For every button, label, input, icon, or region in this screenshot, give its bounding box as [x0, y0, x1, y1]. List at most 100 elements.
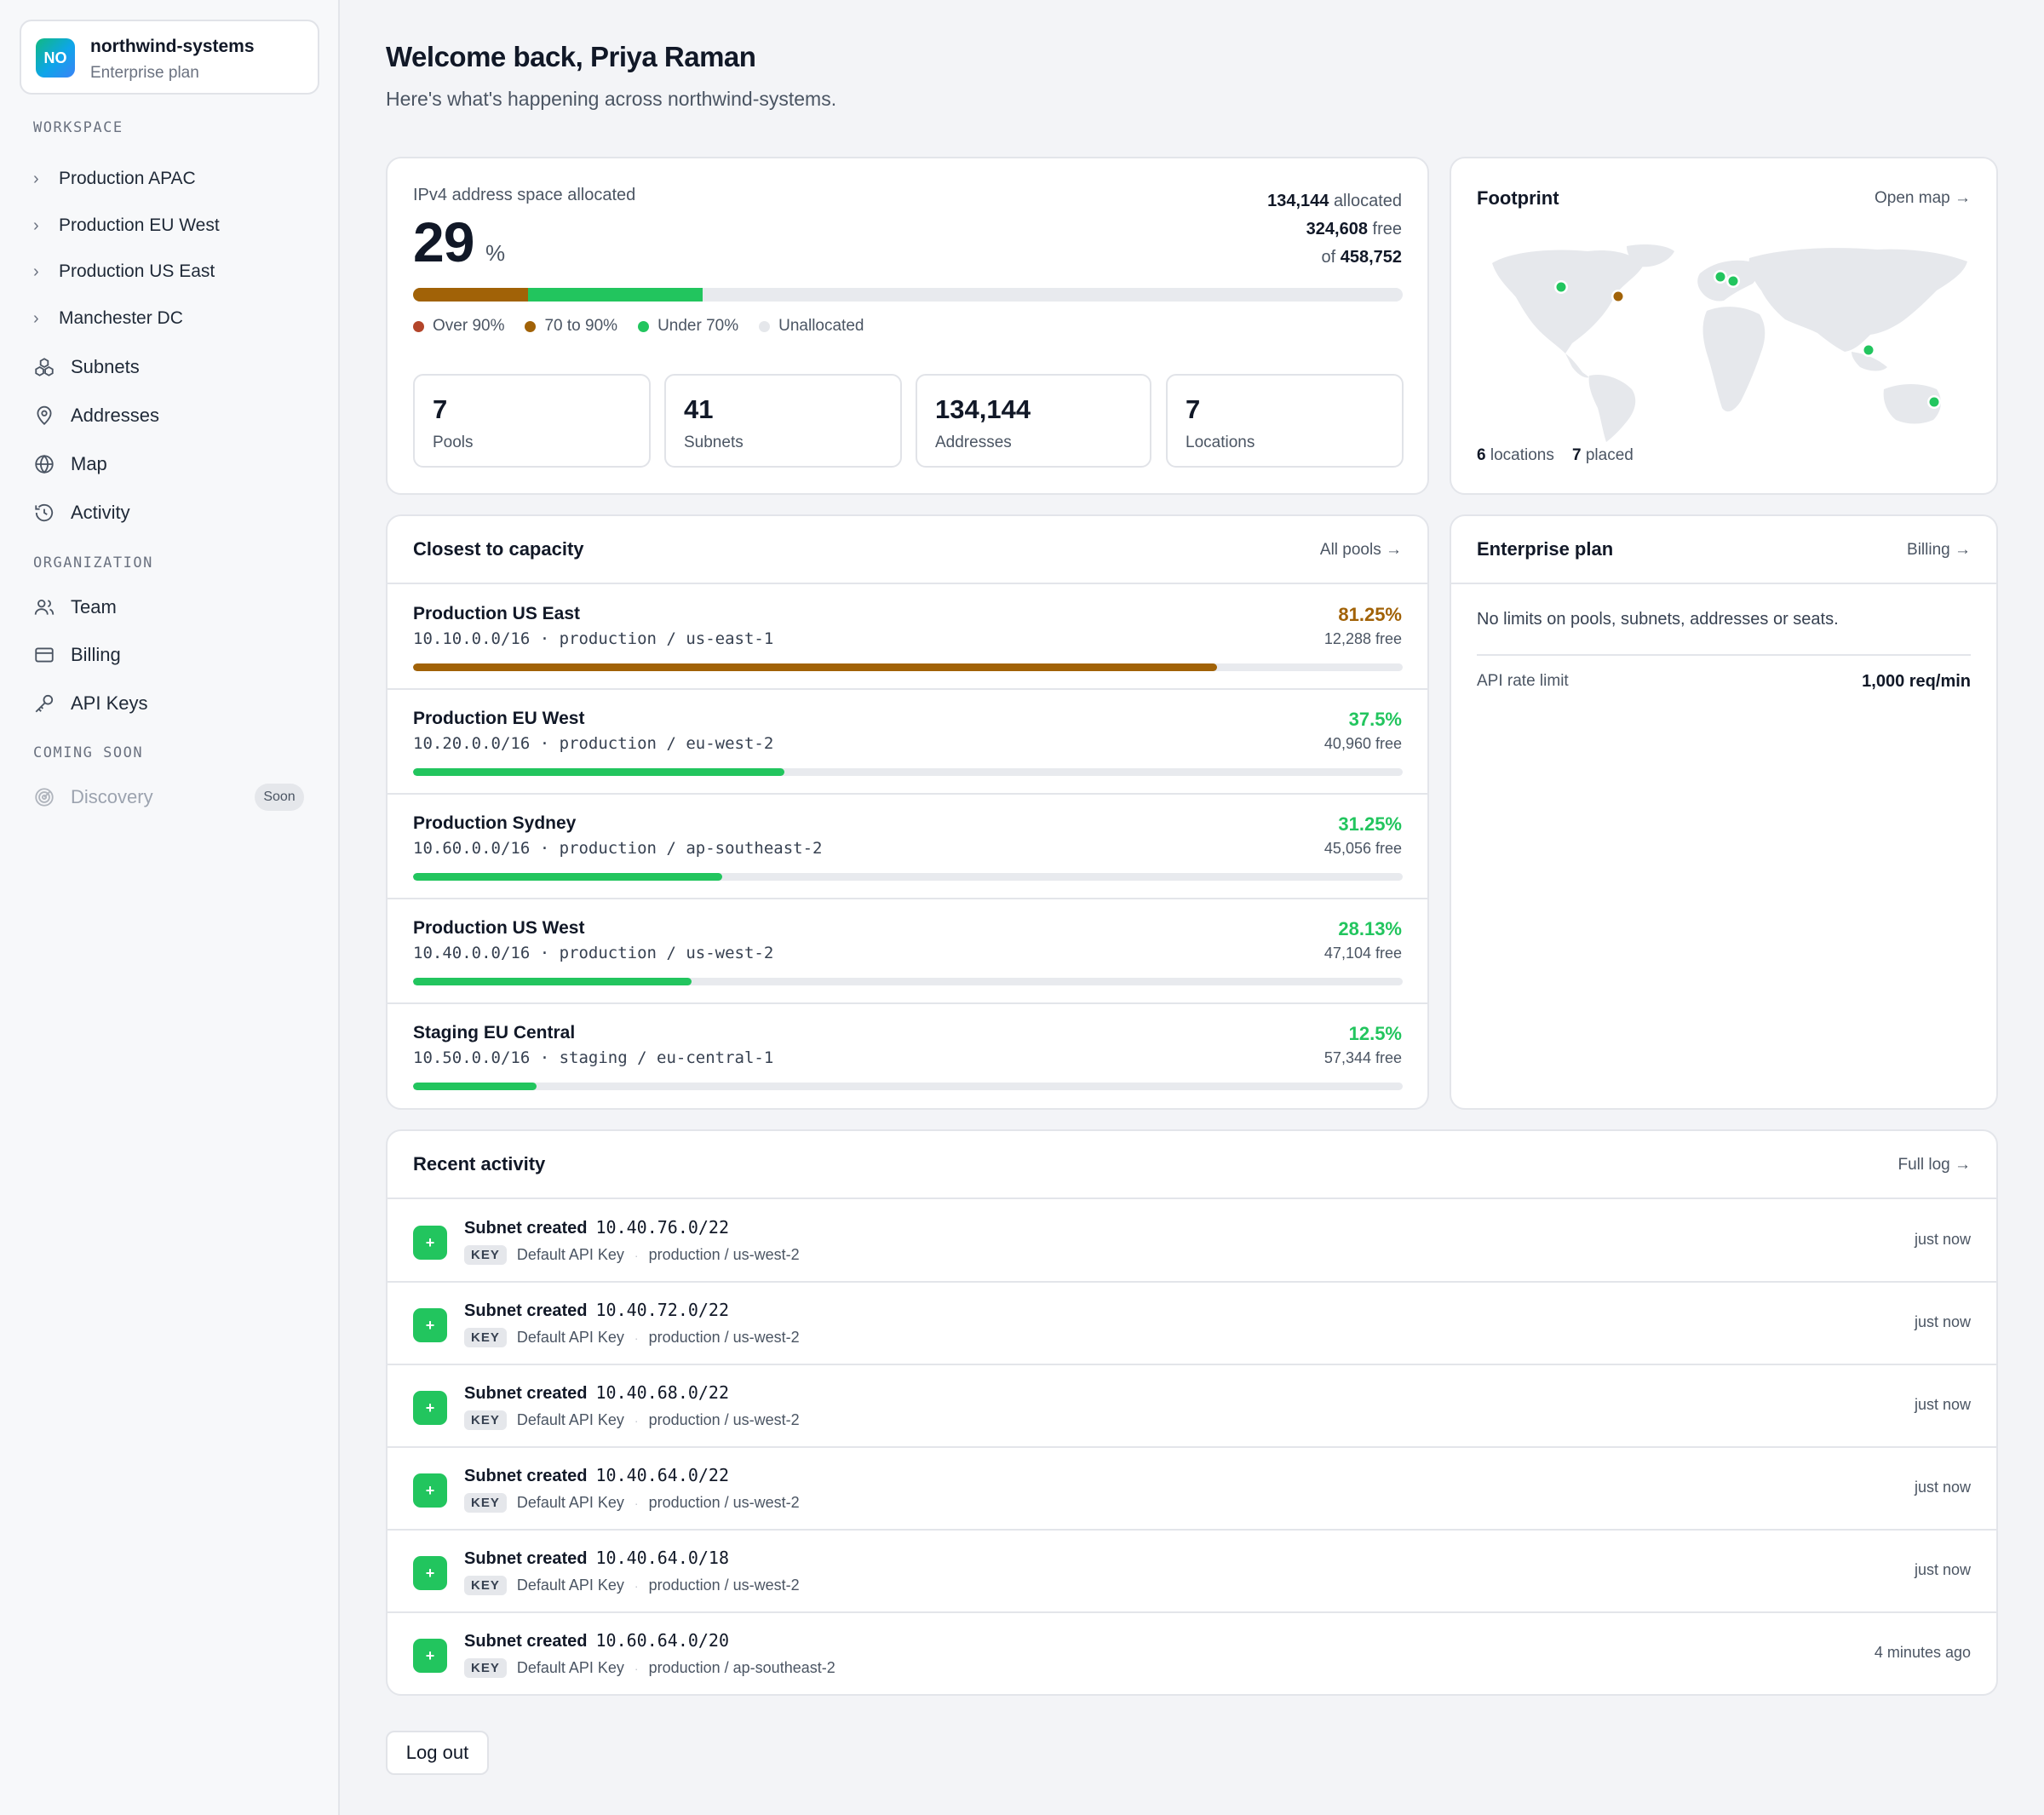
meta-separator: ·: [634, 1330, 639, 1345]
key-badge: KEY: [464, 1658, 507, 1678]
nav-activity[interactable]: Activity: [33, 494, 130, 531]
pool-utilization-bar: [413, 1083, 1403, 1090]
chevron-right-icon: ›: [33, 308, 39, 328]
nav-addresses[interactable]: Addresses: [33, 397, 159, 434]
activity-header: Recent activity Full log →: [388, 1131, 1996, 1199]
world-map[interactable]: [1477, 239, 1972, 444]
workspace-label: WORKSPACE: [33, 119, 123, 136]
credit-card-icon: [33, 644, 71, 666]
capacity-row[interactable]: Production US West 10.40.0.0/16 · product…: [388, 899, 1427, 1004]
stat-value: 7: [1186, 394, 1201, 424]
pool-utilization: 31.25%: [1338, 813, 1402, 835]
nav-label: Billing: [71, 644, 121, 665]
locations-label: locations: [1490, 446, 1554, 464]
workspace-item-label: Production US East: [59, 261, 215, 281]
map-africa: [1702, 307, 1766, 412]
activity-action: Subnet created: [464, 1219, 588, 1238]
allocated-suffix: allocated: [1333, 192, 1402, 210]
capacity-row[interactable]: Production EU West 10.20.0.0/16 · product…: [388, 690, 1427, 795]
plan-description: No limits on pools, subnets, addresses o…: [1477, 610, 1839, 629]
workspace-item-production-eu-west[interactable]: › Production EU West: [33, 209, 220, 243]
nav-api-keys[interactable]: API Keys: [33, 685, 147, 722]
nav-map[interactable]: Map: [33, 445, 107, 483]
capacity-row[interactable]: Production Sydney 10.60.0.0/16 · producti…: [388, 795, 1427, 899]
full-log-link[interactable]: Full log →: [1898, 1156, 1971, 1174]
map-marker[interactable]: [1556, 282, 1566, 292]
capacity-row[interactable]: Production US East 10.10.0.0/16 · product…: [388, 585, 1427, 690]
workspace-item-production-apac[interactable]: › Production APAC: [33, 162, 196, 196]
capacity-header: Closest to capacity All pools →: [388, 516, 1427, 584]
pool-name: Production EU West: [413, 709, 585, 728]
nav-team[interactable]: Team: [33, 589, 117, 626]
activity-row[interactable]: + Subnet created 10.40.68.0/22 KEY Default A…: [388, 1365, 1996, 1448]
pool-name: Staging EU Central: [413, 1023, 576, 1042]
billing-link[interactable]: Billing →: [1907, 541, 1971, 559]
stat-value: 41: [684, 394, 714, 424]
activity-meta: KEY Default API Key · production / us-west-…: [464, 1245, 800, 1265]
stat-subnets[interactable]: 41 Subnets: [664, 374, 902, 468]
nav-label: Map: [71, 453, 107, 474]
logout-button[interactable]: Log out: [386, 1731, 489, 1775]
capacity-row[interactable]: Staging EU Central 10.50.0.0/16 · staging…: [388, 1004, 1427, 1109]
meta-separator: ·: [634, 1661, 639, 1675]
legend-label: 70 to 90%: [544, 317, 618, 335]
pool-cidr: 10.10.0.0/16: [413, 629, 531, 648]
map-marker[interactable]: [1728, 276, 1738, 286]
workspace-item-production-us-east[interactable]: › Production US East: [33, 255, 215, 289]
pool-utilization-fill: [413, 978, 692, 985]
footprint-summary: 6 locations 7 placed: [1477, 446, 1633, 465]
map-north-america: [1492, 250, 1644, 353]
activity-row[interactable]: + Subnet created 10.40.72.0/22 KEY Default A…: [388, 1283, 1996, 1365]
map-marker[interactable]: [1715, 272, 1725, 282]
activity-scope: production / us-west-2: [648, 1494, 800, 1511]
nav-billing[interactable]: Billing: [33, 636, 121, 674]
pool-free: 57,344 free: [1323, 1049, 1402, 1066]
map-asia: [1748, 248, 1967, 352]
map-marker[interactable]: [1613, 291, 1623, 302]
plus-icon: +: [413, 1473, 447, 1508]
activity-cidr: 10.40.68.0/22: [595, 1382, 730, 1403]
activity-row[interactable]: + Subnet created 10.40.76.0/22 KEY Default A…: [388, 1200, 1996, 1283]
org-name: northwind-systems: [90, 37, 255, 56]
pool-cidr: 10.20.0.0/16: [413, 734, 531, 753]
pool-utilization-fill: [413, 1083, 537, 1090]
plus-icon: +: [413, 1556, 447, 1590]
plan-card: Enterprise plan Billing → No limits on p…: [1450, 514, 1998, 1110]
pool-utilization-fill: [413, 768, 784, 776]
org-switcher[interactable]: NO northwind-systems Enterprise plan: [20, 20, 319, 95]
pool-env: production / ap-southeast-2: [559, 839, 823, 858]
map-south-america: [1588, 374, 1636, 442]
activity-actor: Default API Key: [516, 1494, 624, 1511]
stat-locations[interactable]: 7 Locations: [1166, 374, 1404, 468]
activity-row[interactable]: + Subnet created 10.40.64.0/22 KEY Default A…: [388, 1448, 1996, 1531]
chevron-right-icon: ›: [33, 169, 39, 188]
activity-meta: KEY Default API Key · production / us-west-…: [464, 1576, 800, 1595]
activity-row[interactable]: + Subnet created 10.60.64.0/20 KEY Default A…: [388, 1613, 1996, 1696]
plus-icon: +: [413, 1226, 447, 1260]
plan-divider: [1477, 654, 1971, 656]
pool-env: staging / eu-central-1: [559, 1048, 774, 1067]
activity-card: Recent activity Full log → + Subnet creat…: [386, 1129, 1998, 1696]
soon-badge: Soon: [255, 784, 304, 811]
map-marker[interactable]: [1929, 397, 1939, 407]
open-map-link[interactable]: Open map →: [1875, 189, 1971, 207]
stat-pools[interactable]: 7 Pools: [413, 374, 651, 468]
stat-addresses[interactable]: 134,144 Addresses: [916, 374, 1151, 468]
workspace-item-label: Manchester DC: [59, 308, 183, 328]
world-map-svg: [1492, 244, 1967, 442]
legend-unallocated: Unallocated: [759, 317, 864, 336]
workspace-item-manchester-dc[interactable]: › Manchester DC: [33, 302, 183, 336]
activity-scope: production / ap-southeast-2: [648, 1659, 835, 1676]
meta-separator: ·: [634, 1496, 639, 1510]
map-marker[interactable]: [1863, 345, 1874, 355]
all-pools-link[interactable]: All pools →: [1319, 541, 1402, 559]
activity-actor: Default API Key: [516, 1411, 624, 1428]
workspace-item-label: Production EU West: [59, 215, 220, 235]
activity-row[interactable]: + Subnet created 10.40.64.0/18 KEY Default A…: [388, 1531, 1996, 1613]
legend-under-70: Under 70%: [638, 317, 738, 336]
stat-label: Addresses: [935, 434, 1012, 451]
meta-separator: ·: [634, 1578, 639, 1593]
nav-subnets[interactable]: Subnets: [33, 348, 140, 386]
plus-icon: +: [413, 1639, 447, 1673]
placed-count: 7: [1571, 446, 1582, 464]
